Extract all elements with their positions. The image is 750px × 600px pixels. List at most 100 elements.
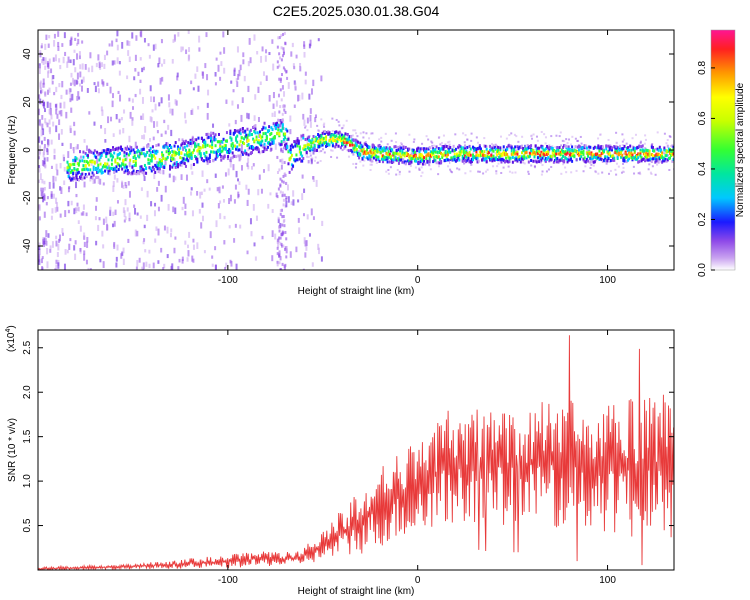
heatmap-cell bbox=[102, 218, 105, 225]
heatmap-cell bbox=[335, 134, 338, 138]
heatmap-cell bbox=[126, 169, 129, 173]
heatmap-cell bbox=[85, 153, 88, 157]
heatmap-cell bbox=[304, 71, 307, 76]
heatmap-cell bbox=[462, 149, 465, 153]
heatmap-cell bbox=[602, 158, 605, 162]
heatmap-cell bbox=[522, 157, 525, 161]
heatmap-cell bbox=[268, 125, 271, 129]
heatmap-cell bbox=[508, 134, 511, 137]
heatmap-cell bbox=[538, 146, 541, 150]
heatmap-cell bbox=[320, 75, 323, 82]
heatmap-cell bbox=[288, 158, 291, 162]
heatmap-cell bbox=[174, 176, 177, 181]
heatmap-cell bbox=[411, 149, 414, 153]
heatmap-cell bbox=[448, 149, 451, 153]
heatmap-cell bbox=[551, 145, 554, 148]
heatmap-cell bbox=[484, 157, 487, 161]
colorbar-tick-label: 0.6 bbox=[697, 111, 708, 125]
heatmap-cell bbox=[547, 156, 550, 160]
heatmap-cell bbox=[580, 142, 583, 145]
heatmap-cell bbox=[287, 196, 290, 203]
heatmap-cell bbox=[100, 153, 103, 157]
heatmap-cell bbox=[425, 147, 428, 151]
heatmap-cell bbox=[125, 154, 128, 160]
heatmap-cell bbox=[298, 147, 301, 151]
heatmap-cell bbox=[618, 144, 621, 148]
heatmap-cell bbox=[279, 236, 282, 240]
heatmap-cell bbox=[601, 159, 604, 163]
heatmap-cell bbox=[67, 168, 70, 172]
heatmap-cell bbox=[590, 151, 593, 155]
heatmap-cell bbox=[162, 165, 165, 169]
heatmap-cell bbox=[482, 172, 485, 175]
heatmap-cell bbox=[225, 99, 228, 104]
heatmap-cell bbox=[55, 240, 58, 247]
heatmap-cell bbox=[121, 162, 124, 166]
heatmap-cell bbox=[468, 153, 471, 157]
heatmap-cell bbox=[280, 140, 283, 144]
heatmap-cell bbox=[520, 155, 523, 159]
x-tick-label: -100 bbox=[218, 275, 238, 286]
heatmap-cell bbox=[260, 188, 263, 194]
heatmap-cell bbox=[449, 150, 452, 154]
heatmap-cell bbox=[265, 144, 268, 150]
heatmap-cell bbox=[207, 132, 210, 136]
heatmap-cell bbox=[562, 163, 565, 166]
heatmap-cell bbox=[478, 170, 481, 173]
heatmap-cell bbox=[272, 92, 275, 99]
heatmap-cell bbox=[219, 147, 222, 151]
heatmap-cell bbox=[76, 42, 79, 46]
heatmap-cell bbox=[184, 112, 187, 119]
heatmap-cell bbox=[475, 148, 478, 152]
heatmap-cell bbox=[43, 136, 46, 141]
heatmap-cell bbox=[518, 145, 521, 149]
heatmap-cell bbox=[615, 131, 618, 134]
heatmap-cell bbox=[231, 146, 234, 150]
heatmap-cell bbox=[135, 35, 138, 41]
heatmap-cell bbox=[503, 152, 506, 156]
heatmap-cell bbox=[306, 146, 309, 150]
heatmap-cell bbox=[495, 157, 498, 161]
heatmap-cell bbox=[491, 142, 494, 145]
heatmap-cell bbox=[38, 246, 41, 250]
heatmap-cell bbox=[143, 134, 146, 140]
heatmap-cell bbox=[174, 165, 177, 169]
heatmap-cell bbox=[205, 132, 208, 136]
heatmap-cell bbox=[656, 131, 659, 134]
heatmap-cell bbox=[554, 146, 557, 149]
heatmap-cell bbox=[236, 140, 239, 144]
heatmap-cell bbox=[661, 153, 664, 157]
heatmap-cell bbox=[649, 171, 652, 174]
heatmap-cell bbox=[77, 170, 80, 174]
heatmap-cell bbox=[375, 146, 378, 150]
heatmap-cell bbox=[171, 154, 174, 158]
heatmap-cell bbox=[113, 151, 116, 155]
heatmap-cell bbox=[229, 129, 232, 133]
heatmap-cell bbox=[546, 144, 549, 148]
heatmap-cell bbox=[96, 157, 99, 164]
heatmap-cell bbox=[380, 147, 383, 151]
heatmap-cell bbox=[331, 144, 334, 148]
heatmap-cell bbox=[354, 141, 357, 145]
heatmap-cell bbox=[393, 145, 396, 149]
heatmap-cell bbox=[547, 146, 550, 150]
heatmap-cell bbox=[564, 152, 567, 156]
heatmap-cell bbox=[198, 35, 201, 43]
heatmap-cell bbox=[361, 145, 364, 149]
heatmap-cell bbox=[100, 171, 103, 175]
heatmap-cell bbox=[146, 190, 149, 198]
heatmap-cell bbox=[283, 224, 286, 228]
heatmap-cell bbox=[557, 152, 560, 156]
heatmap-cell bbox=[369, 158, 372, 162]
heatmap-cell bbox=[219, 51, 222, 55]
heatmap-cell bbox=[551, 160, 554, 164]
heatmap-cell bbox=[92, 173, 95, 177]
heatmap-cell bbox=[388, 160, 391, 164]
x-tick-label: 100 bbox=[599, 575, 616, 586]
heatmap-cell bbox=[483, 144, 486, 148]
heatmap-cell bbox=[124, 157, 127, 161]
heatmap-cell bbox=[266, 145, 269, 149]
heatmap-cell bbox=[131, 32, 134, 39]
heatmap-cell bbox=[220, 150, 223, 154]
heatmap-cell bbox=[572, 150, 575, 154]
